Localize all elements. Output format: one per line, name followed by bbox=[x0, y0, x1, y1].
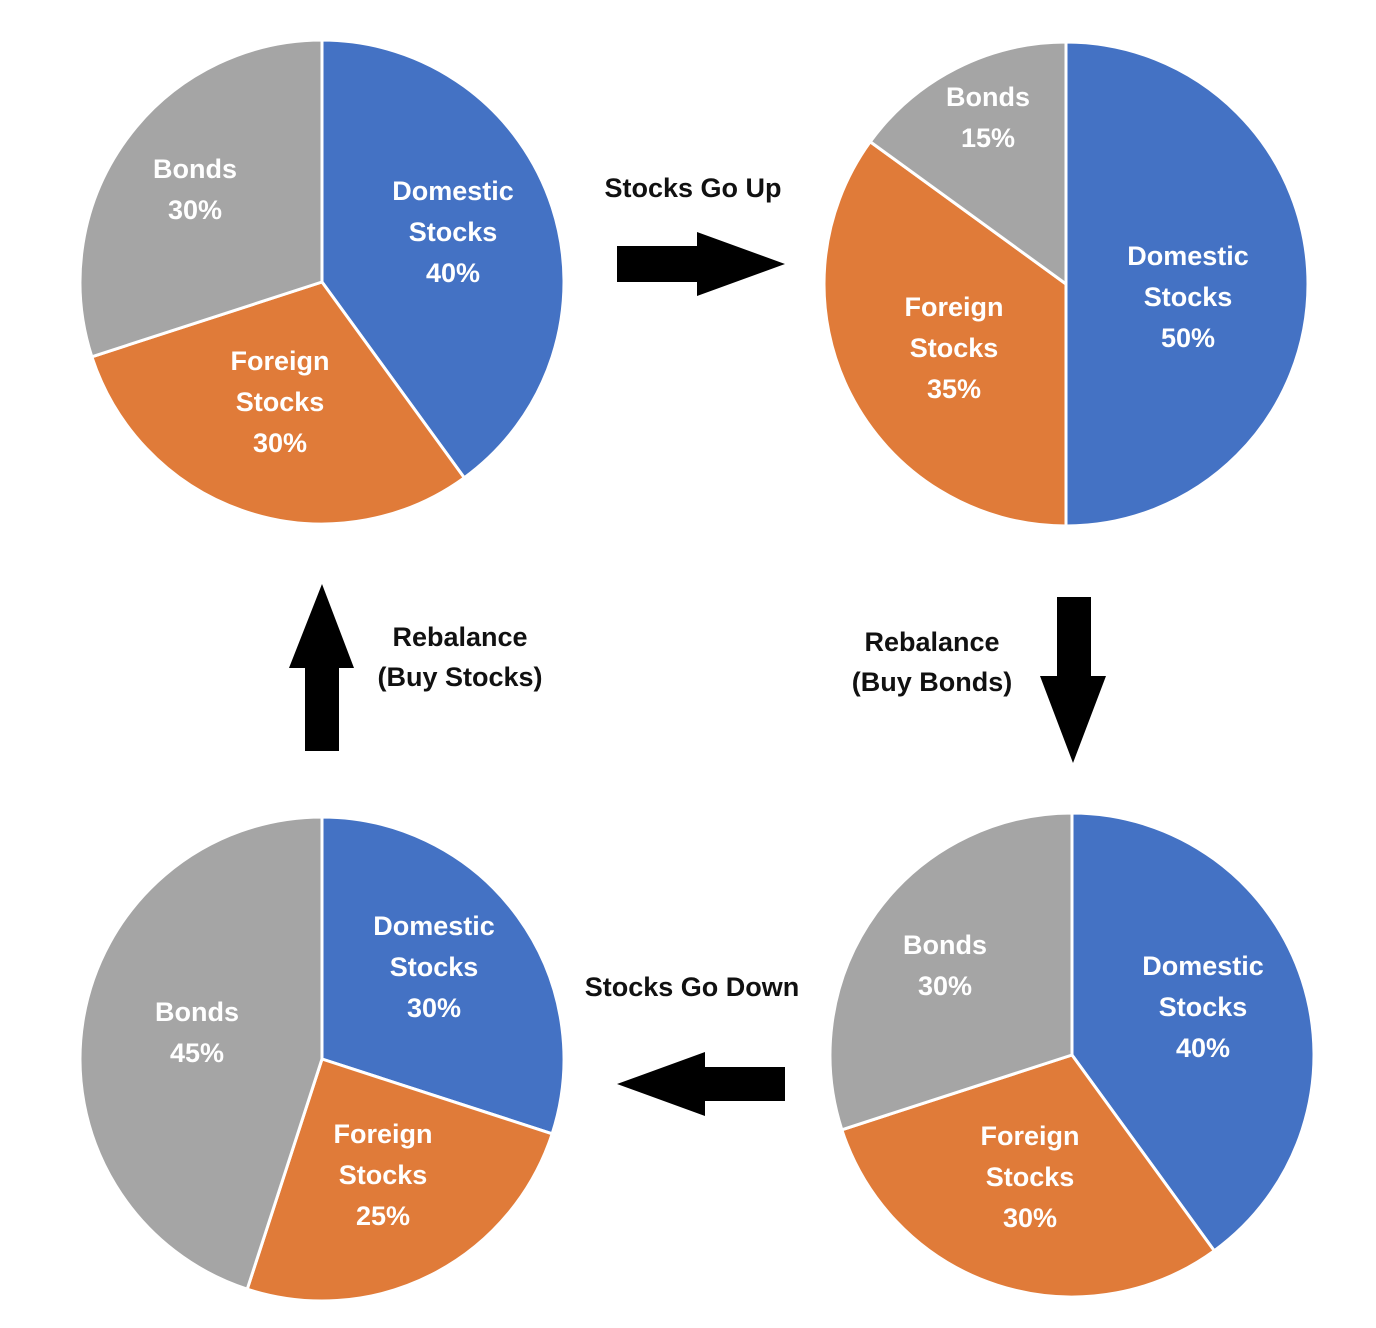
slice-label-line: Bonds bbox=[946, 82, 1030, 112]
pie-slice-foreign bbox=[822, 140, 1068, 528]
pie-slice-foreign bbox=[90, 280, 466, 526]
slice-label-bonds: Bonds 30% bbox=[153, 154, 237, 225]
slice-label-foreign: Foreign Stocks 30% bbox=[231, 346, 330, 458]
slice-label-line: Bonds bbox=[903, 930, 987, 960]
slice-label-line: Stocks bbox=[409, 217, 498, 247]
step-label-line: Stocks Go Down bbox=[585, 972, 800, 1002]
slice-label-bonds: Bonds 15% bbox=[946, 82, 1030, 153]
slice-label-line: Stocks bbox=[1144, 282, 1233, 312]
slice-label-line: 30% bbox=[1003, 1203, 1057, 1233]
slice-label-domestic: Domestic Stocks 30% bbox=[373, 911, 495, 1023]
slice-label-domestic: Domestic Stocks 50% bbox=[1127, 241, 1249, 353]
slice-label-line: Foreign bbox=[905, 292, 1004, 322]
slice-label-line: 50% bbox=[1161, 323, 1215, 353]
pie-slice-foreign bbox=[245, 1057, 554, 1303]
pie-slice-bonds bbox=[78, 815, 324, 1291]
slice-label-domestic: Domestic Stocks 40% bbox=[392, 176, 514, 288]
step-rebalance-buy-bonds: Rebalance (Buy Bonds) bbox=[852, 597, 1106, 763]
pie-slice-bonds bbox=[828, 811, 1074, 1132]
slice-label-line: Domestic bbox=[1142, 951, 1264, 981]
slice-label-foreign: Foreign Stocks 30% bbox=[981, 1121, 1080, 1233]
step-label: Rebalance (Buy Bonds) bbox=[852, 627, 1012, 697]
slice-label-line: Stocks bbox=[986, 1162, 1075, 1192]
slice-label-line: 45% bbox=[170, 1038, 224, 1068]
slice-label-line: Stocks bbox=[236, 387, 325, 417]
step-label-line: Stocks Go Up bbox=[604, 173, 781, 203]
slice-label-line: Stocks bbox=[339, 1160, 428, 1190]
slice-label-bonds: Bonds 30% bbox=[903, 930, 987, 1001]
step-label: Rebalance (Buy Stocks) bbox=[377, 622, 542, 692]
slice-label-line: Stocks bbox=[390, 952, 479, 982]
pie-chart-top-left: Domestic Stocks 40% Foreign Stocks 30% Bonds 30… bbox=[78, 38, 566, 526]
step-label: Stocks Go Up bbox=[604, 173, 781, 203]
pie-slice-domestic bbox=[320, 38, 566, 480]
pie-chart-bottom-right: Domestic Stocks 40% Foreign Stocks 30% Bonds 30… bbox=[828, 811, 1316, 1299]
pie-slice-bonds bbox=[78, 38, 324, 359]
slice-label-line: Bonds bbox=[153, 154, 237, 184]
slice-label-line: 35% bbox=[927, 374, 981, 404]
slice-label-bonds: Bonds 45% bbox=[155, 997, 239, 1068]
slice-label-line: Domestic bbox=[373, 911, 495, 941]
step-label-line: (Buy Bonds) bbox=[852, 667, 1012, 697]
slice-label-line: 30% bbox=[918, 971, 972, 1001]
step-label-line: (Buy Stocks) bbox=[377, 662, 542, 692]
arrow-up-icon bbox=[289, 584, 354, 751]
pie-slice-domestic bbox=[320, 815, 566, 1136]
step-rebalance-buy-stocks: Rebalance (Buy Stocks) bbox=[289, 584, 543, 751]
slice-label-line: Domestic bbox=[1127, 241, 1249, 271]
step-stocks-go-up: Stocks Go Up bbox=[604, 173, 785, 296]
slice-label-line: Bonds bbox=[155, 997, 239, 1027]
slice-label-domestic: Domestic Stocks 40% bbox=[1142, 951, 1264, 1063]
slice-label-line: 40% bbox=[1176, 1033, 1230, 1063]
arrow-left-icon bbox=[617, 1052, 785, 1116]
pie-slice-domestic bbox=[1064, 40, 1310, 528]
slice-label-line: Domestic bbox=[392, 176, 514, 206]
slice-label-line: 30% bbox=[407, 993, 461, 1023]
pie-chart-top-right: Domestic Stocks 50% Foreign Stocks 35% Bonds 15… bbox=[822, 40, 1310, 528]
pie-slice-bonds bbox=[868, 40, 1068, 286]
slice-label-foreign: Foreign Stocks 25% bbox=[334, 1119, 433, 1231]
step-label-line: Rebalance bbox=[864, 627, 999, 657]
slice-label-foreign: Foreign Stocks 35% bbox=[905, 292, 1004, 404]
slice-label-line: 30% bbox=[168, 195, 222, 225]
slice-label-line: 40% bbox=[426, 258, 480, 288]
slice-label-line: Stocks bbox=[1159, 992, 1248, 1022]
slice-label-line: 25% bbox=[356, 1201, 410, 1231]
arrow-right-icon bbox=[617, 232, 785, 296]
step-label: Stocks Go Down bbox=[585, 972, 800, 1002]
pie-slice-domestic bbox=[1070, 811, 1316, 1253]
slice-label-line: Foreign bbox=[334, 1119, 433, 1149]
slice-label-line: Foreign bbox=[231, 346, 330, 376]
slice-label-line: Foreign bbox=[981, 1121, 1080, 1151]
slice-label-line: Stocks bbox=[910, 333, 999, 363]
arrow-down-icon bbox=[1040, 597, 1106, 763]
pie-slice-foreign bbox=[840, 1053, 1216, 1299]
slice-label-line: 30% bbox=[253, 428, 307, 458]
slice-label-line: 15% bbox=[961, 123, 1015, 153]
pie-chart-bottom-left: Domestic Stocks 30% Foreign Stocks 25% Bonds 45… bbox=[78, 815, 566, 1303]
step-label-line: Rebalance bbox=[392, 622, 527, 652]
step-stocks-go-down: Stocks Go Down bbox=[585, 972, 800, 1116]
